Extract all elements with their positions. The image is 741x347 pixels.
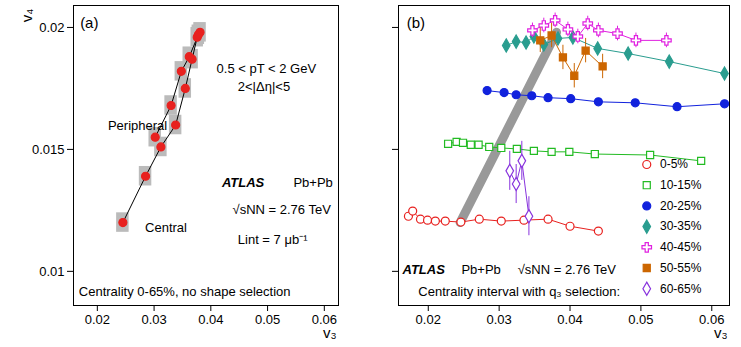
svg-text:40-45%: 40-45% (660, 240, 702, 254)
svg-text:60-65%: 60-65% (660, 282, 702, 296)
svg-text:Central: Central (145, 220, 187, 235)
svg-text:0.04: 0.04 (557, 312, 582, 327)
svg-text:v₃: v₃ (714, 324, 728, 341)
svg-text:0-5%: 0-5% (660, 157, 688, 171)
svg-text:Lint = 7 μb⁻¹: Lint = 7 μb⁻¹ (238, 232, 308, 247)
svg-text:2<|Δη|<5: 2<|Δη|<5 (238, 79, 290, 94)
svg-text:0.06: 0.06 (311, 311, 337, 327)
svg-text:0.01: 0.01 (39, 264, 64, 279)
svg-text:Pb+Pb: Pb+Pb (461, 262, 500, 277)
svg-text:0.02: 0.02 (39, 20, 64, 35)
svg-text:Centrality interval with q₃ se: Centrality interval with q₃ selection: (418, 284, 620, 299)
svg-text:Pb+Pb: Pb+Pb (293, 175, 332, 190)
svg-text:ATLAS: ATLAS (401, 262, 445, 277)
svg-text:Peripheral: Peripheral (108, 118, 167, 133)
svg-text:(a): (a) (80, 14, 98, 31)
svg-text:0.5 < pT < 2 GeV: 0.5 < pT < 2 GeV (217, 61, 317, 76)
svg-text:√sNN = 2.76 TeV: √sNN = 2.76 TeV (518, 262, 617, 277)
svg-text:30-35%: 30-35% (660, 219, 702, 233)
svg-text:0.03: 0.03 (486, 312, 511, 327)
svg-text:√sNN = 2.76 TeV: √sNN = 2.76 TeV (233, 202, 332, 217)
svg-text:50-55%: 50-55% (660, 261, 702, 275)
svg-text:0.015: 0.015 (32, 142, 65, 157)
svg-text:0.02: 0.02 (85, 312, 110, 327)
svg-text:ATLAS: ATLAS (221, 175, 265, 190)
svg-text:v₄: v₄ (18, 9, 35, 23)
svg-text:20-25%: 20-25% (660, 199, 702, 213)
svg-text:v₃: v₃ (323, 324, 337, 341)
svg-text:0.02: 0.02 (416, 312, 441, 327)
svg-text:0.04: 0.04 (198, 312, 223, 327)
svg-text:Centrality 0-65%, no shape sel: Centrality 0-65%, no shape selection (79, 284, 291, 299)
svg-text:(b): (b) (407, 14, 425, 31)
svg-text:10-15%: 10-15% (660, 178, 702, 192)
svg-text:0.06: 0.06 (699, 311, 725, 327)
svg-text:0.05: 0.05 (255, 312, 280, 327)
svg-text:0.05: 0.05 (628, 312, 653, 327)
svg-text:0.03: 0.03 (141, 312, 166, 327)
